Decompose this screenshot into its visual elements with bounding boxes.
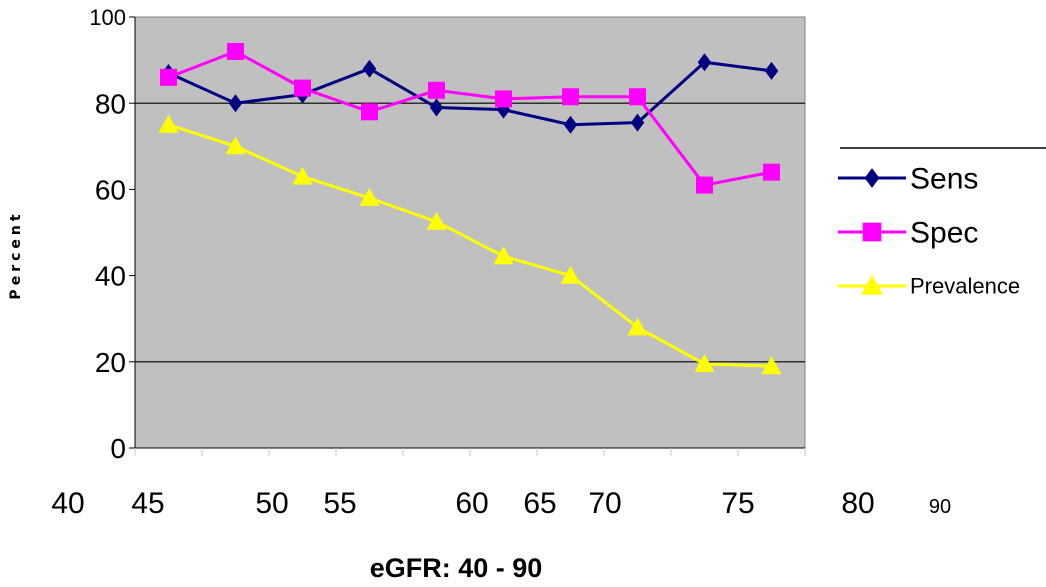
plot-area: [134, 16, 806, 449]
series-line: [168, 123, 772, 368]
legend-marker-diamond: [864, 168, 880, 188]
data-point-triangle: [560, 265, 581, 284]
data-point-diamond: [697, 53, 712, 72]
x-tick-label: 90: [929, 496, 951, 518]
data-point-square: [495, 90, 512, 108]
series-line: [167, 49, 772, 187]
legend-label: Spec: [910, 217, 978, 250]
x-tick-label: 50: [255, 487, 288, 520]
data-point-triangle: [359, 188, 380, 207]
data-point-triangle: [225, 136, 246, 155]
data-point-triangle: [426, 211, 447, 230]
legend-marker-triangle: [861, 275, 883, 295]
data-point-diamond: [764, 61, 779, 80]
legend-label: Prevalence: [910, 274, 1020, 299]
x-tick-label: 45: [131, 487, 164, 520]
data-point-diamond: [362, 59, 377, 78]
data-point-triangle: [694, 353, 715, 372]
data-point-diamond: [228, 94, 243, 113]
series-line: [167, 60, 772, 127]
series-spec: [160, 42, 780, 194]
y-tick-label: 100: [89, 5, 126, 30]
data-point-square: [160, 68, 177, 86]
y-tick-label: 80: [95, 88, 126, 119]
data-point-diamond: [429, 98, 444, 117]
data-point-square: [227, 42, 244, 60]
series-sens: [161, 53, 779, 134]
legend-item-prevalence: Prevalence: [838, 274, 1020, 299]
series-prevalence: [158, 114, 782, 375]
data-point-square: [629, 88, 646, 106]
legend-marker-square: [862, 222, 882, 242]
data-point-diamond: [630, 113, 645, 132]
data-point-square: [763, 163, 780, 181]
data-point-diamond: [563, 115, 578, 134]
data-point-triangle: [292, 166, 313, 185]
x-tick-label: 70: [588, 487, 621, 520]
x-tick-label: 55: [323, 487, 356, 520]
data-point-square: [562, 88, 579, 106]
data-point-square: [696, 176, 713, 194]
data-point-square: [428, 81, 445, 99]
data-point-triangle: [761, 356, 782, 375]
data-point-square: [361, 103, 378, 121]
data-point-square: [294, 79, 311, 97]
y-axis-label: Percent: [8, 210, 24, 299]
x-tick-label: 40: [51, 487, 84, 520]
x-tick-label: 75: [721, 487, 754, 520]
y-tick-label: 0: [110, 433, 126, 464]
data-point-triangle: [493, 246, 514, 265]
x-tick-label: 80: [841, 487, 874, 520]
y-tick-label: 40: [95, 261, 126, 292]
legend-item-spec: Spec: [838, 217, 978, 250]
data-point-triangle: [158, 114, 179, 133]
y-tick-label: 20: [95, 347, 126, 378]
legend-label: Sens: [910, 163, 978, 196]
data-point-triangle: [627, 317, 648, 336]
y-tick-label: 60: [95, 174, 126, 205]
legend-item-sens: Sens: [838, 163, 978, 196]
x-axis-title: eGFR: 40 - 90: [370, 553, 543, 583]
x-tick-label: 65: [523, 487, 556, 520]
x-tick-label: 60: [455, 487, 488, 520]
